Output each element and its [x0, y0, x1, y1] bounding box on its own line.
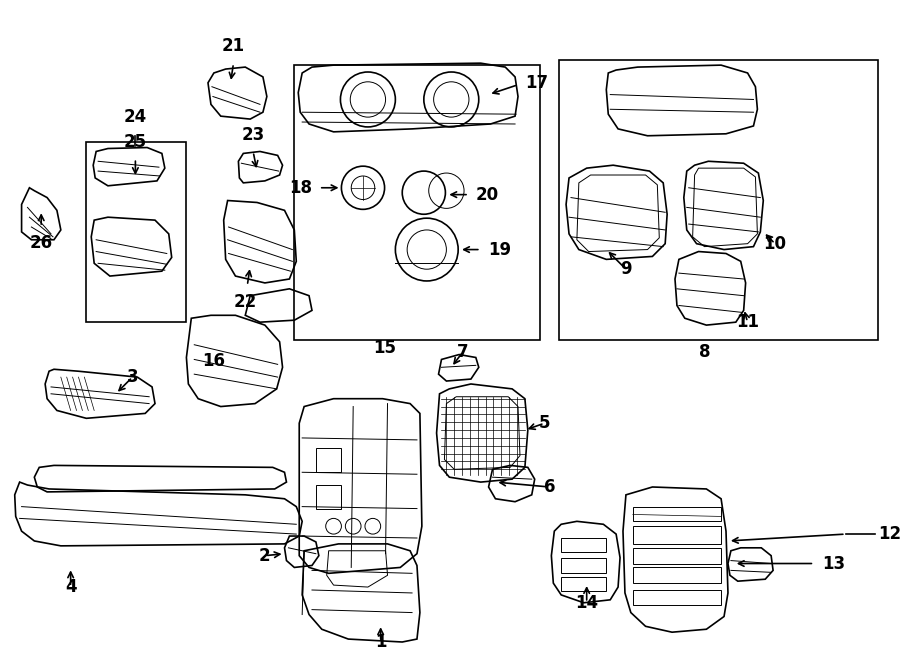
Bar: [633, 548, 721, 563]
Bar: [633, 590, 721, 604]
Bar: [316, 448, 341, 472]
Text: 4: 4: [65, 578, 76, 596]
Text: 8: 8: [698, 343, 710, 361]
Text: 20: 20: [476, 185, 499, 204]
Text: 14: 14: [575, 594, 598, 612]
Text: 5: 5: [539, 414, 550, 432]
Bar: [316, 485, 341, 508]
Bar: [562, 577, 607, 591]
Text: 23: 23: [241, 126, 265, 144]
Text: 6: 6: [544, 478, 555, 496]
Text: 21: 21: [222, 37, 245, 56]
Text: 12: 12: [878, 525, 900, 543]
Text: 3: 3: [127, 368, 139, 386]
Text: 2: 2: [259, 547, 271, 565]
Text: 13: 13: [822, 555, 845, 573]
Text: 11: 11: [736, 313, 759, 331]
Bar: [86, 142, 186, 322]
Text: 25: 25: [124, 134, 147, 152]
Bar: [562, 557, 607, 573]
Bar: [294, 65, 540, 340]
Text: 19: 19: [489, 240, 512, 259]
Bar: [633, 506, 721, 522]
Text: 24: 24: [124, 108, 147, 126]
Text: 26: 26: [30, 234, 53, 252]
Bar: [559, 60, 878, 340]
Text: 10: 10: [763, 235, 787, 253]
Text: 1: 1: [375, 633, 386, 651]
Text: 9: 9: [620, 260, 632, 278]
Bar: [633, 526, 721, 544]
Bar: [562, 538, 607, 551]
Text: 22: 22: [234, 293, 256, 310]
Text: 15: 15: [374, 339, 396, 357]
Text: 18: 18: [289, 179, 312, 197]
Text: 7: 7: [457, 343, 469, 361]
Text: 16: 16: [202, 352, 225, 371]
Text: 17: 17: [525, 73, 548, 92]
Bar: [633, 567, 721, 583]
